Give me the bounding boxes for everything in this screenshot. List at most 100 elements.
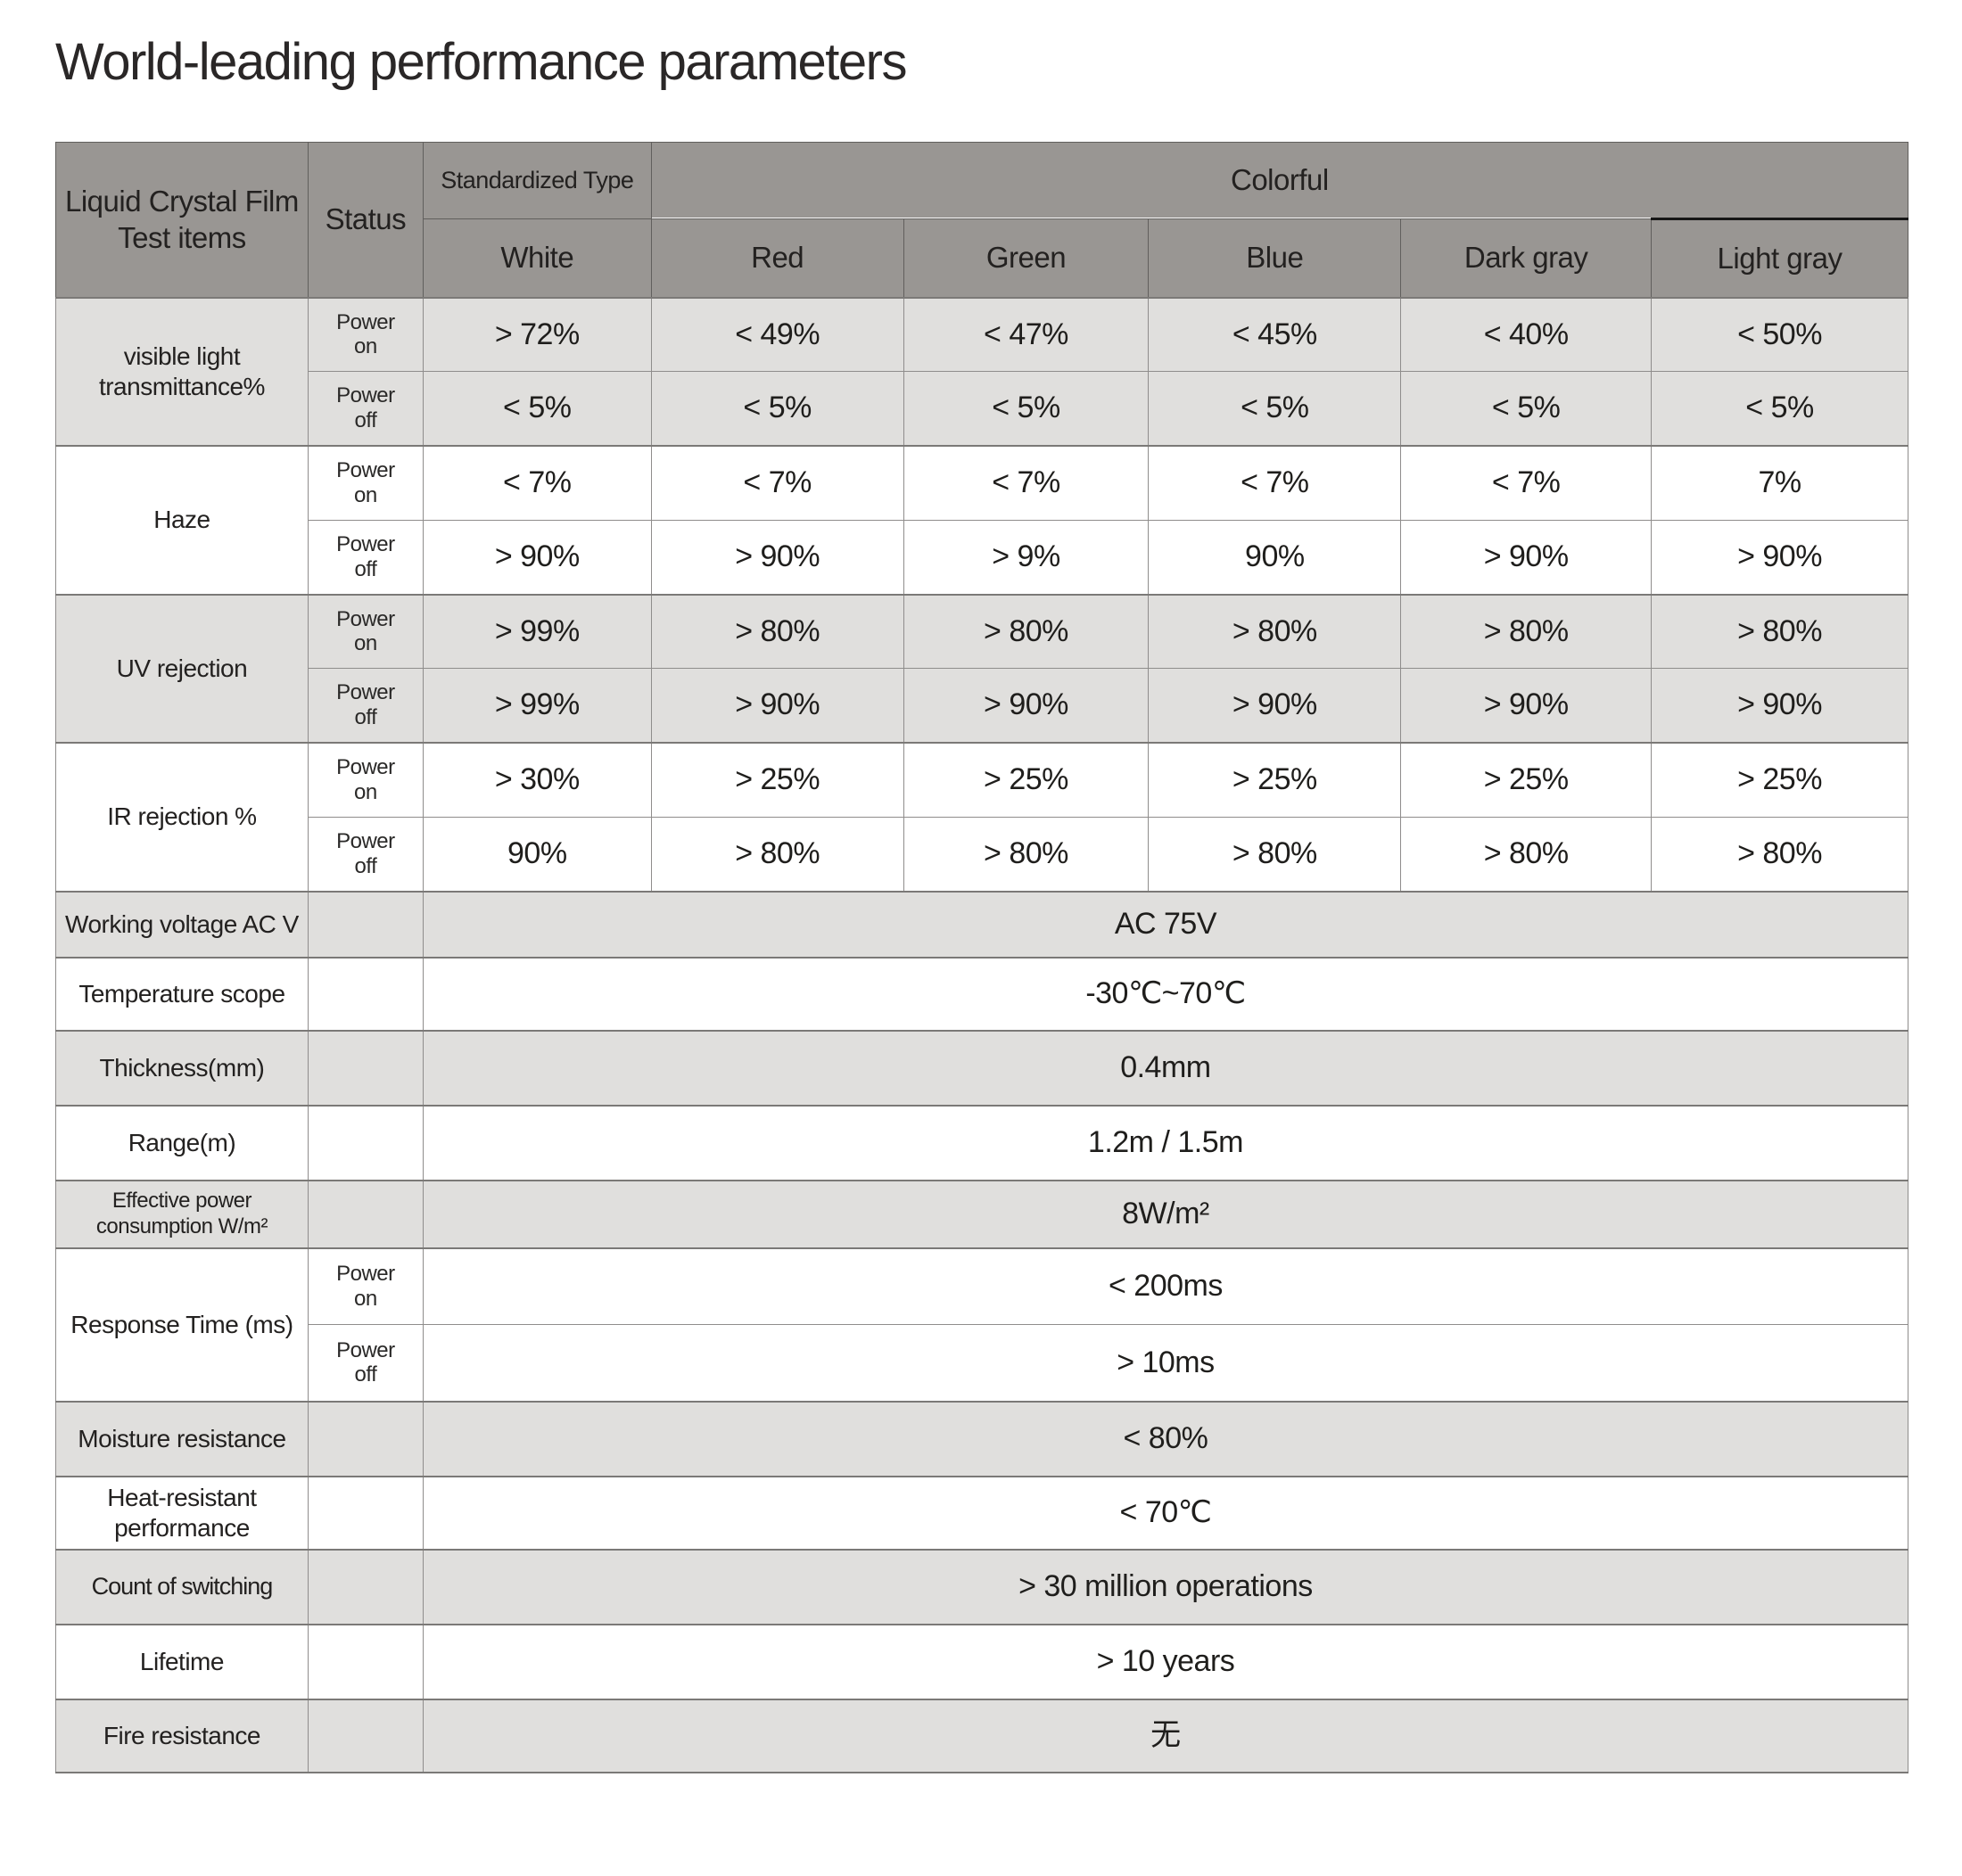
value-cell: > 80% [1400,817,1653,892]
value-cell: 8W/m² [422,1179,1909,1248]
table-row: Haze Power on < 7% < 7% < 7% < 7% < 7% 7… [55,444,1908,595]
label-cell: Lifetime [55,1623,309,1699]
table-row: Thickness(mm) 0.4mm [55,1029,1909,1106]
value-cell: 1.2m / 1.5m [422,1104,1909,1181]
value-cell: > 10 years [422,1623,1909,1699]
table-row: Lifetime > 10 years [55,1623,1909,1699]
value-cell: > 90% [1651,668,1908,743]
status-cell-empty [307,890,424,958]
label-cell: IR rejection % [55,741,309,892]
value-cell: > 90% [1148,668,1402,743]
value-cell: > 80% [1651,817,1908,892]
label-cell: Fire resistance [55,1698,309,1773]
status-cell: Power off [307,817,424,892]
value-cell: < 7% [422,444,652,521]
status-text: Power on [336,309,395,359]
status-cell-empty [307,1104,424,1181]
value-cell: > 90% [422,520,652,595]
table-row: Temperature scope -30℃~70℃ [55,956,1909,1031]
label-cell: Thickness(mm) [55,1029,309,1106]
table-row: Power off > 99% > 90% > 90% > 90% > 90% … [56,668,1908,743]
status-text: Power off [336,383,395,432]
value-cell: 90% [1148,520,1402,595]
value-cell: > 90% [1400,520,1653,595]
label-cell: Moisture resistance [55,1400,309,1477]
table-row: Power off > 10ms [56,1324,1909,1402]
value-cell: 90% [422,817,652,892]
table-row: Power off 90% > 80% > 80% > 80% > 80% > … [56,817,1908,892]
table-row: Power off < 5% < 5% < 5% < 5% < 5% < 5% [56,371,1908,446]
status-text: Power off [336,532,395,581]
value-cell: AC 75V [422,890,1909,958]
label-cell: Heat-resistant performance [55,1475,309,1550]
value-cell: > 80% [903,817,1150,892]
table-row: IR rejection % Power on > 30% > 25% > 25… [55,741,1908,892]
value-cell: > 99% [422,593,652,669]
value-cell: > 25% [1651,741,1908,818]
label-cell: Temperature scope [55,956,309,1031]
table-row: Range(m) 1.2m / 1.5m [55,1104,1909,1181]
status-cell-empty [307,1698,424,1773]
status-text: Power off [336,829,395,878]
header-test-items-line2: Test items [118,221,246,255]
value-cell: < 200ms [422,1247,1909,1325]
value-cell: < 50% [1651,296,1908,372]
header-test-items: Liquid Crystal Film Test items [55,142,309,298]
value-cell: > 72% [422,296,652,372]
table-row: Power off > 90% > 90% > 9% 90% > 90% > 9… [56,520,1908,595]
value-cell: > 90% [1400,668,1653,743]
value-cell: < 7% [903,444,1150,521]
label-cell: Response Time (ms) [55,1247,309,1402]
value-cell: > 90% [903,668,1150,743]
value-cell: < 7% [1148,444,1402,521]
value-cell: < 5% [1400,371,1653,446]
value-cell: -30℃~70℃ [422,956,1909,1031]
header-col-light-gray: Light gray [1651,218,1908,298]
header-col-red: Red [650,218,904,298]
header-col-blue: Blue [1148,218,1402,298]
value-cell: < 7% [1400,444,1653,521]
performance-table: Liquid Crystal Film Test items Status St… [55,142,1909,1773]
value-cell: > 90% [1651,520,1908,595]
value-cell: 7% [1651,444,1908,521]
value-cell: < 7% [650,444,904,521]
status-cell: Power on [307,593,424,669]
label-cell: visible light transmittance% [55,296,309,446]
header-test-items-line1: Liquid Crystal Film [64,185,299,218]
page-title: World-leading performance parameters [55,33,907,91]
value-cell: > 90% [650,668,904,743]
status-cell-empty [307,1400,424,1477]
status-cell-empty [307,1548,424,1625]
header-standardized-type: Standardized Type [422,142,652,219]
status-text: Power on [336,1262,395,1311]
label-cell: Count of switching [55,1548,309,1625]
value-cell: > 80% [903,593,1150,669]
header-col-white: White [422,218,652,298]
status-text: Power off [336,680,395,729]
value-cell: > 80% [1651,593,1908,669]
header-colorful: Colorful [650,142,1909,219]
value-cell: 无 [422,1698,1909,1773]
table-row: UV rejection Power on > 99% > 80% > 80% … [55,593,1908,743]
status-cell: Power on [307,296,424,372]
status-cell-empty [307,1475,424,1550]
status-text: Power on [336,755,395,804]
value-cell: > 99% [422,668,652,743]
label-cell: Working voltage AC V [55,890,309,958]
value-cell: > 80% [1400,593,1653,669]
value-cell: < 5% [903,371,1150,446]
value-cell: < 5% [422,371,652,446]
table-row: Moisture resistance < 80% [55,1400,1909,1477]
value-cell: < 70℃ [422,1475,1909,1550]
spec-sheet-page: World-leading performance parameters Liq… [0,32,1962,1876]
status-cell-empty [307,956,424,1031]
status-cell: Power off [307,668,424,743]
label-cell: Haze [55,444,309,595]
value-cell: < 5% [1651,371,1908,446]
label-cell: UV rejection [55,593,309,743]
table-row: Fire resistance 无 [55,1698,1909,1773]
status-cell: Power off [307,371,424,446]
value-cell: > 25% [903,741,1150,818]
label-cell: Range(m) [55,1104,309,1181]
value-cell: > 9% [903,520,1150,595]
